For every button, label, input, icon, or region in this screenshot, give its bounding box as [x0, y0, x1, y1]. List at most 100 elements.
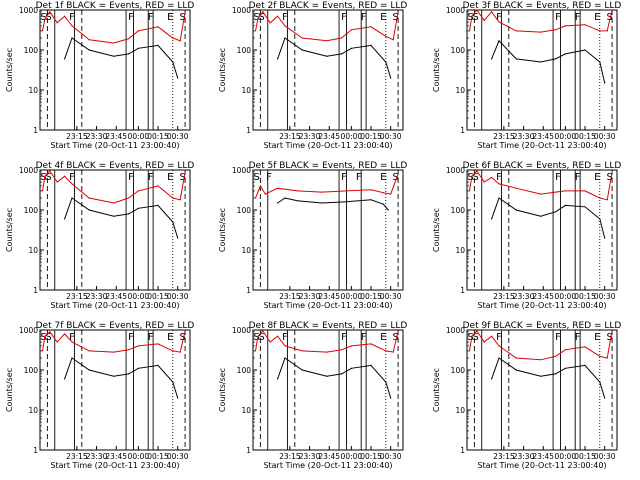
events-point [284, 37, 286, 39]
chart-title: Det 9f BLACK = Events, RED = LLD [463, 321, 622, 331]
y-tick-label: 100 [24, 46, 39, 55]
plot-frame [252, 329, 404, 451]
x-tick-label: 00:00 [341, 452, 363, 461]
y-tick-label: 1000 [232, 6, 251, 15]
lld-point [611, 171, 613, 173]
events-point [157, 44, 159, 47]
x-tick-label: 00:00 [341, 292, 363, 301]
event-marker-label: F [128, 12, 134, 23]
y-tick-label: 1000 [232, 166, 251, 175]
lld-point [476, 330, 478, 332]
x-tick-label: 23:30 [513, 452, 535, 461]
lld-series-line [469, 9, 613, 33]
lld-point [296, 190, 298, 192]
x-tick-label: 00:00 [128, 292, 150, 301]
y-tick-label: 100 [24, 366, 39, 375]
x-tick-label: 00:30 [167, 292, 189, 301]
event-marker-label: S [45, 12, 51, 23]
events-point [157, 204, 159, 206]
x-tick-label: 23:30 [513, 292, 535, 301]
y-tick-label: 10 [241, 246, 251, 255]
lld-series-line [255, 330, 399, 353]
events-point [604, 82, 606, 84]
x-tick-label: 00:00 [555, 132, 577, 141]
y-axis-label: Counts/sec [5, 48, 14, 92]
x-tick-label: 23:30 [86, 132, 108, 141]
lld-point [157, 343, 159, 345]
y-tick-label: 1 [33, 446, 38, 455]
x-tick-label: 00:15 [360, 292, 382, 301]
events-point [64, 58, 66, 60]
chart-title: Det 4f BLACK = Events, RED = LLD [36, 161, 195, 171]
y-tick-label: 1000 [232, 326, 251, 335]
lld-point [179, 351, 181, 353]
lld-point [599, 197, 601, 199]
y-tick-label: 100 [451, 206, 466, 215]
lld-point [554, 29, 557, 31]
x-tick-label: 00:30 [380, 292, 402, 301]
x-tick-label: 00:15 [147, 452, 169, 461]
x-tick-label: 00:15 [147, 292, 169, 301]
event-marker-label: E [380, 12, 386, 23]
event-marker-label: F [148, 332, 154, 343]
lld-series-line [469, 330, 613, 361]
event-marker-label: F [128, 172, 134, 183]
lld-point [41, 350, 44, 352]
y-tick-label: 1000 [19, 326, 38, 335]
lld-point [468, 190, 471, 192]
lld-point [515, 187, 517, 189]
lld-point [71, 341, 73, 343]
event-marker-label: S [179, 12, 185, 23]
event-marker-label: F [282, 332, 288, 343]
lld-point [257, 335, 259, 337]
x-tick-label: 00:15 [147, 132, 169, 141]
event-marker-label: S [606, 12, 612, 23]
x-tick-label: 23:15 [493, 452, 515, 461]
x-tick-label: 23:15 [66, 292, 88, 301]
lld-point [88, 350, 90, 352]
events-point [113, 215, 115, 217]
x-tick-label: 23:30 [299, 292, 321, 301]
events-point [599, 381, 601, 383]
lld-point [71, 183, 73, 185]
lld-point [137, 190, 139, 192]
x-axis-label: Start Time (20-Oct-11 23:00:40) [477, 461, 606, 470]
lld-point [370, 26, 372, 28]
event-marker-label: S [392, 12, 398, 23]
x-tick-label: 23:15 [66, 132, 88, 141]
lld-point [326, 40, 328, 42]
lld-point [179, 199, 181, 201]
lld-point [254, 350, 257, 352]
lld-point [127, 349, 130, 351]
lld-point [564, 25, 567, 27]
y-tick-label: 10 [455, 246, 465, 255]
x-axis-label: Start Time (20-Oct-11 23:00:40) [477, 301, 606, 310]
events-point [301, 49, 303, 51]
y-axis-label: Counts/sec [218, 368, 227, 412]
event-marker-label: E [167, 12, 173, 23]
y-tick-label: 100 [237, 206, 252, 215]
events-point [127, 213, 130, 215]
x-tick-label: 23:45 [105, 292, 127, 301]
events-point [284, 357, 286, 359]
events-point [564, 367, 567, 369]
event-marker-label: S [392, 172, 398, 183]
lld-point [392, 351, 394, 353]
lld-point [41, 190, 44, 192]
x-tick-label: 00:00 [128, 452, 150, 461]
y-tick-label: 10 [28, 246, 38, 255]
lld-point [64, 175, 66, 177]
x-tick-label: 00:00 [341, 132, 363, 141]
lld-series-line [42, 10, 186, 44]
chart-title: Det 1f BLACK = Events, RED = LLD [36, 1, 195, 11]
lld-series-line [469, 170, 613, 201]
lld-point [476, 9, 478, 11]
y-tick-label: 10 [241, 406, 251, 415]
plot-frame [39, 169, 191, 291]
lld-point [56, 22, 58, 24]
events-point [491, 58, 493, 60]
lld-point [370, 343, 372, 345]
events-point [340, 53, 343, 55]
event-marker-label: F [361, 12, 367, 23]
events-point [370, 199, 372, 201]
